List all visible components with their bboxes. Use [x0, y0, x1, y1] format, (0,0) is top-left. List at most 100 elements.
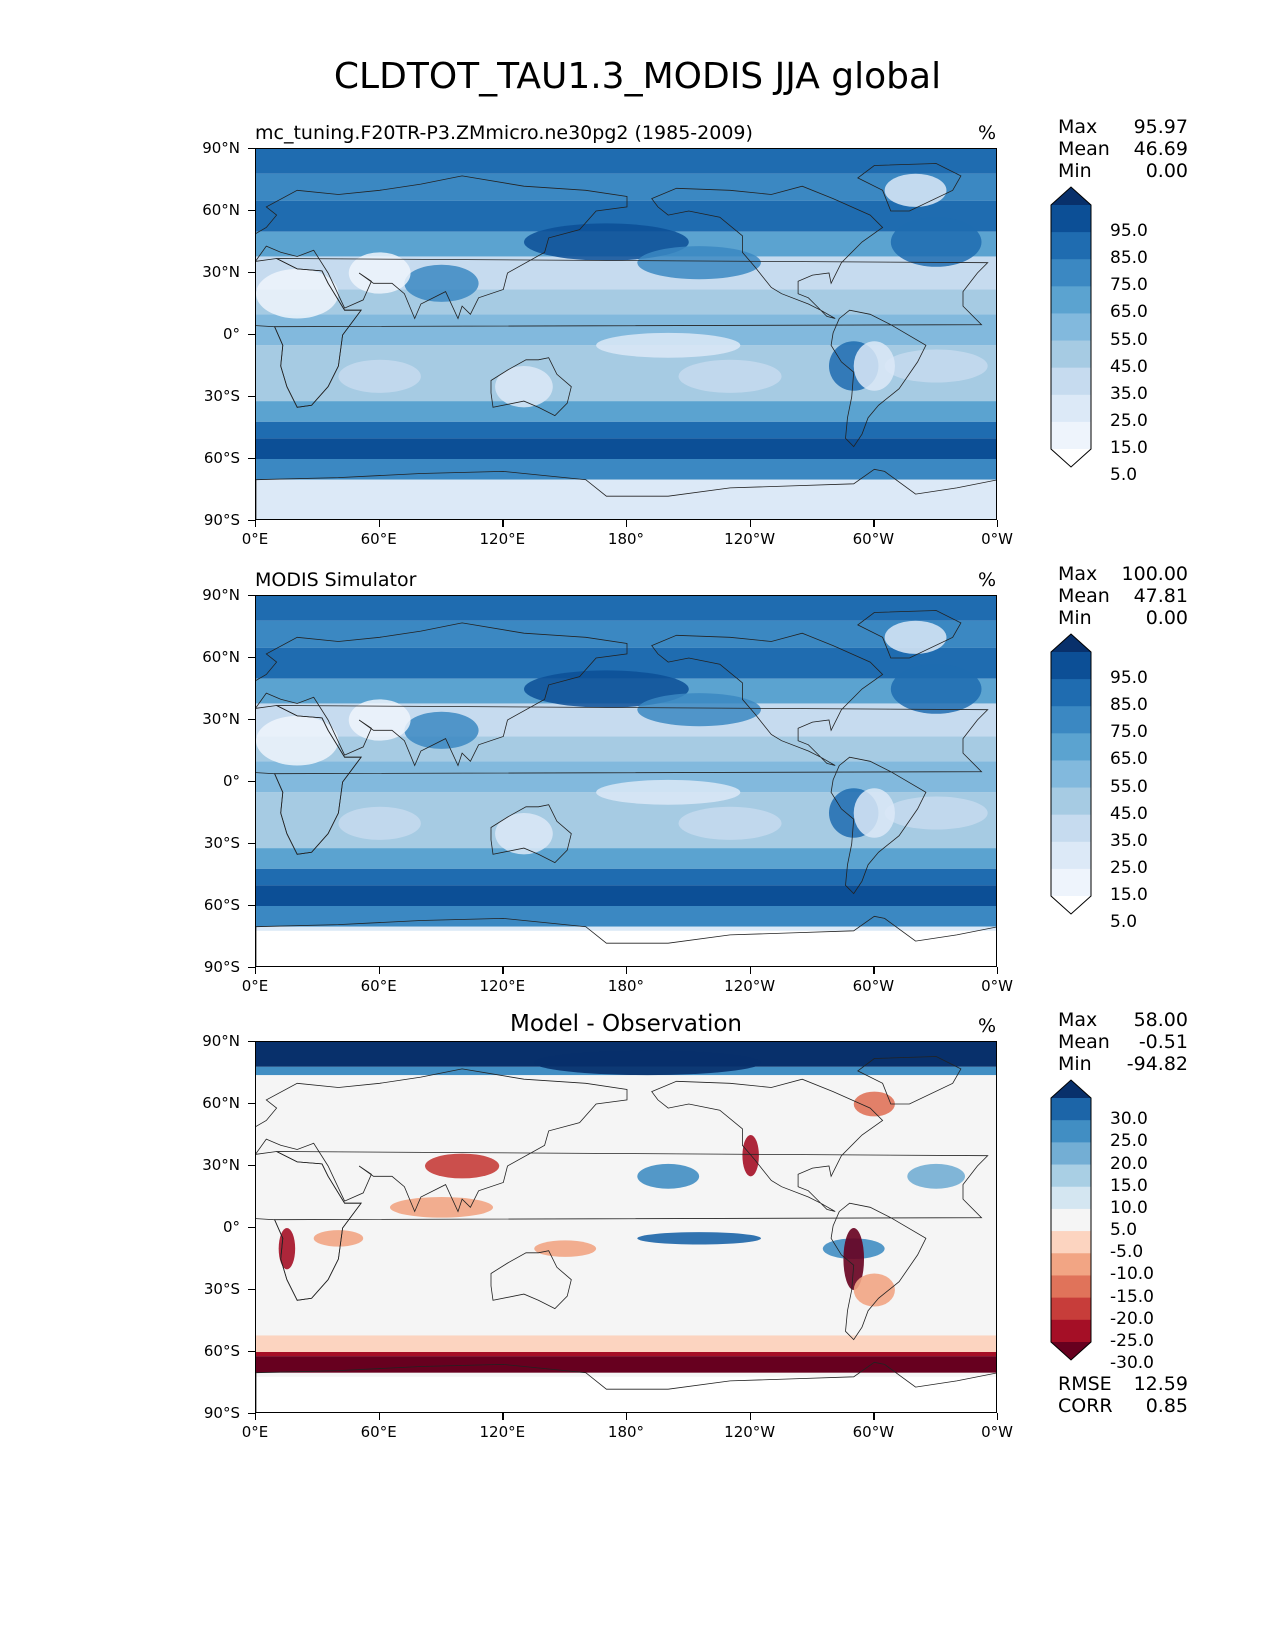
- x-tick-mark: [378, 967, 380, 974]
- y-tick-mark: [248, 210, 255, 212]
- y-tick-label: 90°S: [203, 1404, 240, 1422]
- stat-label: CORR: [1058, 1395, 1113, 1417]
- coastline-namerica: [651, 1078, 884, 1212]
- field-layer: [256, 1042, 996, 1412]
- y-tick-mark: [248, 843, 255, 845]
- field-patch: [678, 806, 782, 840]
- x-tick-label: 60°W: [852, 1423, 895, 1441]
- stat-label: Min: [1058, 1053, 1092, 1075]
- map-plot: [255, 1041, 997, 1413]
- coastline-samerica: [830, 756, 927, 895]
- x-tick-mark: [873, 1413, 875, 1420]
- y-tick-label: 0°: [222, 325, 240, 343]
- x-tick-mark: [378, 520, 380, 527]
- x-tick-mark: [255, 967, 257, 974]
- field-patch: [338, 806, 421, 840]
- x-tick-mark: [502, 967, 504, 974]
- stat-label: Max: [1058, 1009, 1098, 1031]
- colorbar-segment: [1051, 1275, 1091, 1299]
- field-patch: [637, 1163, 700, 1189]
- y-tick-mark: [248, 595, 255, 597]
- field-patch: [348, 252, 411, 294]
- y-tick-label: 30°N: [202, 263, 240, 281]
- stat-row: RMSE 12.59: [1058, 1373, 1188, 1395]
- x-tick-label: 120°E: [479, 1423, 526, 1441]
- x-tick-label: 120°E: [479, 530, 526, 548]
- stat-value: -0.51: [1138, 1031, 1188, 1053]
- field-patch: [256, 268, 339, 319]
- colorbar-tick-label: -20.0: [1110, 1308, 1154, 1329]
- colorbar-segment: [1051, 1231, 1091, 1254]
- colorbar-segment: [1051, 1208, 1091, 1232]
- coastline-africa-wrap: [273, 705, 989, 855]
- stat-value: 0.85: [1145, 1395, 1188, 1417]
- field-patch: [596, 779, 741, 805]
- error-stats-block: RMSE 12.59 CORR 0.85: [1058, 1373, 1188, 1417]
- colorbar-segment: [1051, 1164, 1091, 1188]
- x-tick-label: 0°E: [241, 1423, 269, 1441]
- colorbar-segment: [1051, 787, 1091, 816]
- colorbar-segment: [1051, 1297, 1091, 1321]
- field-patch: [348, 699, 411, 741]
- coastline-australia: [490, 1250, 572, 1310]
- colorbar-tick-label: 85.0: [1110, 695, 1148, 716]
- stat-label: Mean: [1058, 1031, 1110, 1053]
- field-patch: [907, 1163, 966, 1189]
- field-band: [256, 459, 996, 480]
- panel-units: %: [978, 569, 997, 591]
- field-patch: [884, 620, 947, 654]
- stat-label: Mean: [1058, 138, 1110, 160]
- x-tick-mark: [255, 1413, 257, 1420]
- colorbar-segment: [1051, 814, 1091, 843]
- missing-data-mask: [256, 1376, 996, 1412]
- coastline-eurasia: [256, 175, 628, 320]
- x-tick-label: 180°: [607, 977, 645, 995]
- stat-value: -94.82: [1126, 1053, 1188, 1075]
- x-tick-label: 60°E: [360, 977, 397, 995]
- coastline-eurasia: [256, 622, 628, 767]
- colorbar-tick-label: 45.0: [1110, 356, 1148, 377]
- y-tick-label: 90°N: [202, 1032, 240, 1050]
- colorbar-tick-label: 85.0: [1110, 248, 1148, 269]
- x-tick-label: 60°W: [852, 977, 895, 995]
- field-layer: [256, 596, 996, 966]
- y-tick-mark: [248, 1413, 255, 1415]
- y-tick-mark: [248, 1041, 255, 1043]
- y-tick-label: 30°N: [202, 1156, 240, 1174]
- field-patch: [404, 264, 479, 302]
- coastline-eurasia: [256, 1068, 628, 1213]
- colorbar-segment: [1051, 394, 1091, 423]
- colorbar-outline: [1050, 186, 1092, 468]
- y-tick-label: 90°N: [202, 139, 240, 157]
- colorbar-segment: [1051, 259, 1091, 287]
- stat-row: Mean -0.51: [1058, 1031, 1188, 1053]
- x-tick-label: 120°W: [724, 530, 776, 548]
- field-patch: [425, 1153, 500, 1179]
- colorbar-tick-label: 25.0: [1110, 1131, 1148, 1152]
- colorbar-tick-label: -25.0: [1110, 1331, 1154, 1351]
- colorbar-extend-min: [1051, 896, 1091, 914]
- colorbar-segment: [1051, 1186, 1091, 1210]
- stat-row: Min 0.00: [1058, 160, 1188, 182]
- colorbar-tick-label: 15.0: [1110, 1175, 1148, 1196]
- y-tick-mark: [248, 1165, 255, 1167]
- stats-block: Max 58.00 Mean -0.51 Min -94.82: [1058, 1009, 1188, 1075]
- x-tick-mark: [378, 1413, 380, 1420]
- x-tick-mark: [873, 967, 875, 974]
- coastline-samerica: [830, 309, 927, 448]
- field-band: [256, 289, 996, 315]
- x-tick-label: 0°W: [981, 977, 1013, 995]
- x-tick-mark: [749, 520, 751, 527]
- field-band: [256, 479, 996, 519]
- colorbar-tick-label: 25.0: [1110, 410, 1148, 431]
- stat-value: 58.00: [1133, 1009, 1188, 1031]
- stat-value: 0.00: [1145, 160, 1188, 182]
- field-patch: [853, 1273, 895, 1307]
- stat-row: Max 58.00: [1058, 1009, 1188, 1031]
- y-tick-label: 0°: [222, 772, 240, 790]
- map-plot: [255, 148, 997, 520]
- field-band: [256, 401, 996, 422]
- colorbar-segment: [1051, 868, 1091, 897]
- map-svg: [256, 596, 996, 966]
- colorbar-tick-label: 65.0: [1110, 749, 1148, 770]
